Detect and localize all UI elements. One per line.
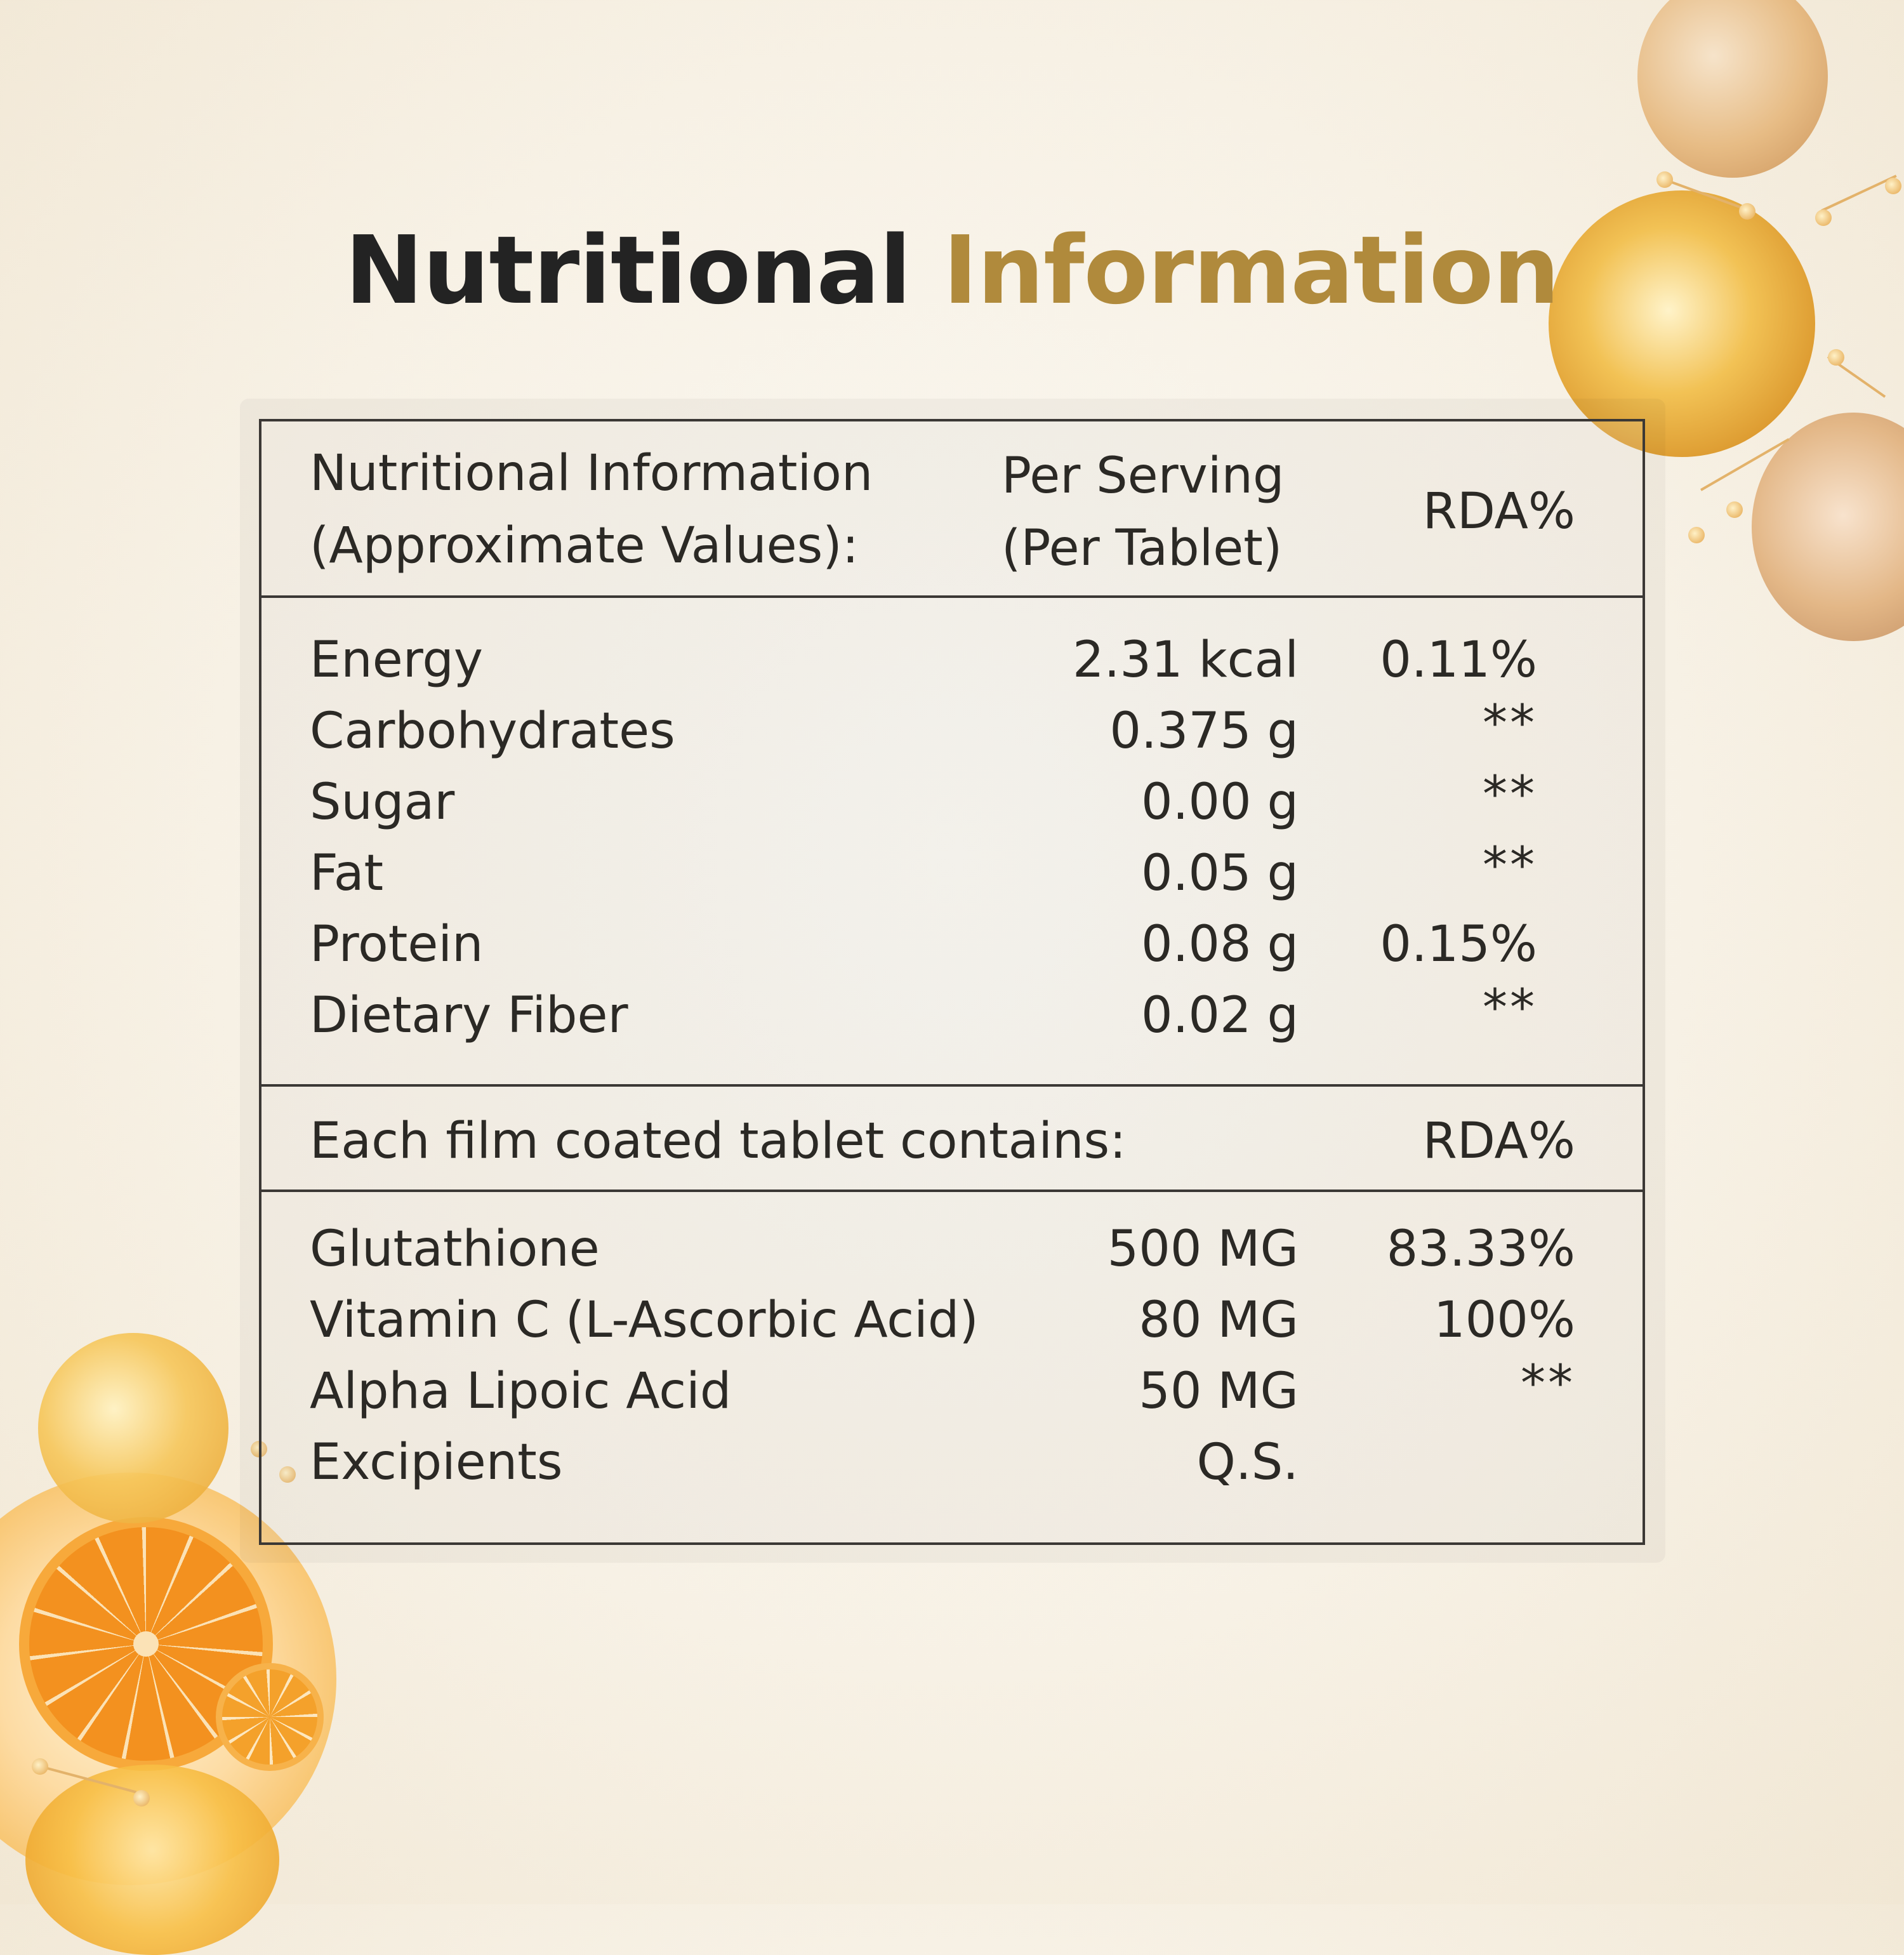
ingredient-name: Glutathione	[310, 1221, 600, 1278]
ingredient-rda: 83.33%	[1386, 1221, 1575, 1278]
header-nutrition-label-line1: Nutritional Information	[310, 445, 873, 502]
nutrient-name: Sugar	[310, 774, 455, 831]
ingredient-value: 80 MG	[1139, 1292, 1299, 1349]
nutrient-rda: **	[1483, 979, 1537, 1037]
molecule-bubble-decoration	[1637, 0, 1828, 178]
nutrient-value: 0.05 g	[1141, 845, 1299, 902]
golden-bubble-decoration	[38, 1333, 228, 1523]
ingredient-value: 500 MG	[1107, 1221, 1299, 1278]
header-nutrition-label-line2: (Approximate Values):	[310, 517, 859, 574]
tablet-contents-label: Each film coated tablet contains:	[310, 1113, 1127, 1170]
nutrient-rda: **	[1483, 766, 1537, 823]
molecule-dot-decoration	[1815, 209, 1832, 226]
oil-bubble-decoration	[1549, 190, 1815, 457]
page-title: Nutritional Information	[0, 216, 1904, 325]
molecule-dot-decoration	[1656, 171, 1673, 188]
molecule-dot-decoration	[1739, 203, 1755, 220]
small-orange-slice-image	[216, 1663, 324, 1771]
header-rda: RDA%	[1422, 483, 1575, 540]
molecule-dot-decoration	[1726, 501, 1743, 518]
header-per-serving-line1: Per Serving	[1002, 447, 1285, 505]
ingredient-name: Alpha Lipoic Acid	[310, 1363, 732, 1420]
molecule-dot-decoration	[32, 1758, 48, 1775]
nutrient-value: 2.31 kcal	[1073, 632, 1299, 689]
nutrient-name: Carbohydrates	[310, 703, 675, 760]
nutrient-value: 0.08 g	[1141, 916, 1299, 973]
nutrient-value: 0.00 g	[1141, 774, 1299, 831]
title-part-accent: Information	[942, 216, 1560, 325]
nutrient-name: Protein	[310, 916, 484, 973]
nutrient-value: 0.375 g	[1109, 703, 1299, 760]
title-part-dark: Nutritional	[345, 216, 911, 325]
molecule-dot-decoration	[1885, 178, 1901, 194]
cell-bubble-decoration	[1752, 413, 1904, 641]
tablet-rda-header: RDA%	[1422, 1113, 1575, 1170]
ingredient-rda: **	[1521, 1355, 1575, 1412]
nutrient-rda: 0.11%	[1380, 632, 1537, 689]
nutrient-name: Fat	[310, 845, 384, 902]
molecule-dot-decoration	[1688, 527, 1705, 543]
nutrient-rda: **	[1483, 695, 1537, 752]
divider	[261, 1190, 1643, 1192]
divider	[261, 595, 1643, 598]
nutrition-table: Nutritional Information (Approximate Val…	[259, 419, 1645, 1545]
nutrient-rda: **	[1483, 837, 1537, 894]
nutrient-name: Energy	[310, 632, 484, 689]
molecule-dot-decoration	[133, 1790, 150, 1806]
nutrient-rda: 0.15%	[1380, 916, 1537, 973]
ingredient-value: Q.S.	[1196, 1434, 1299, 1491]
ingredient-name: Excipients	[310, 1434, 563, 1491]
header-per-serving-line2: (Per Tablet)	[1002, 520, 1283, 577]
nutrient-value: 0.02 g	[1141, 987, 1299, 1044]
ingredient-name: Vitamin C (L-Ascorbic Acid)	[310, 1292, 979, 1349]
molecule-dot-decoration	[279, 1466, 296, 1483]
golden-bubble-cluster-decoration	[25, 1765, 279, 1955]
molecule-dot-decoration	[1828, 349, 1844, 366]
ingredient-rda: 100%	[1434, 1292, 1575, 1349]
molecule-bond-decoration	[1821, 175, 1897, 212]
ingredient-value: 50 MG	[1139, 1363, 1299, 1420]
nutrient-name: Dietary Fiber	[310, 987, 628, 1044]
divider	[261, 1084, 1643, 1087]
